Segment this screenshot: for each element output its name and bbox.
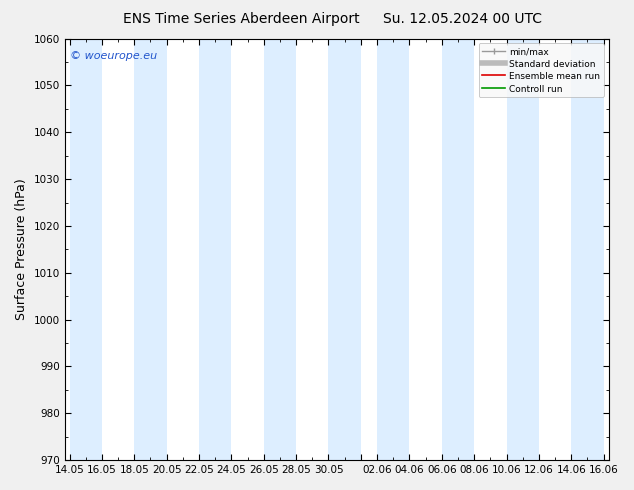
Bar	[264, 39, 296, 460]
Bar	[70, 39, 102, 460]
Bar	[328, 39, 361, 460]
Bar	[199, 39, 231, 460]
Bar	[377, 39, 410, 460]
Bar	[134, 39, 167, 460]
Bar	[442, 39, 474, 460]
Bar	[571, 39, 604, 460]
Bar	[507, 39, 539, 460]
Text: Su. 12.05.2024 00 UTC: Su. 12.05.2024 00 UTC	[384, 12, 542, 26]
Y-axis label: Surface Pressure (hPa): Surface Pressure (hPa)	[15, 178, 28, 320]
Text: © woeurope.eu: © woeurope.eu	[70, 51, 157, 61]
Legend: min/max, Standard deviation, Ensemble mean run, Controll run: min/max, Standard deviation, Ensemble me…	[479, 43, 604, 97]
Text: ENS Time Series Aberdeen Airport: ENS Time Series Aberdeen Airport	[122, 12, 359, 26]
